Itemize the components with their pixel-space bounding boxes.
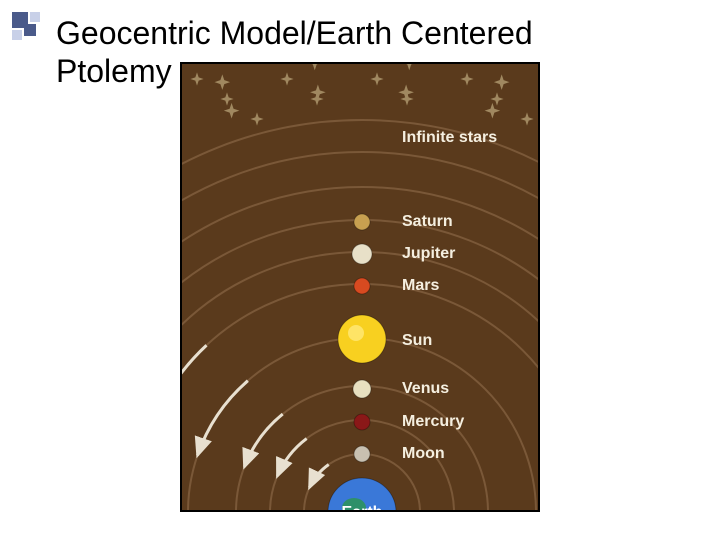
svg-text:Sun: Sun — [402, 332, 432, 349]
svg-text:Moon: Moon — [402, 445, 445, 462]
title-line-1: Geocentric Model/Earth Centered — [56, 14, 533, 52]
svg-text:Venus: Venus — [402, 380, 449, 397]
svg-text:Saturn: Saturn — [402, 213, 453, 230]
diagram-svg: Earth Infinite stars Saturn Jupiter Mars Sun V… — [182, 64, 540, 512]
slide-bullet-icon — [12, 12, 52, 52]
svg-text:Jupiter: Jupiter — [402, 245, 455, 262]
svg-text:Infinite stars: Infinite stars — [402, 129, 497, 146]
svg-text:Earth: Earth — [342, 504, 383, 512]
svg-text:Mars: Mars — [402, 277, 439, 294]
geocentric-diagram: Earth Infinite stars Saturn Jupiter Mars Sun V… — [180, 62, 540, 512]
svg-text:Mercury: Mercury — [402, 413, 464, 430]
